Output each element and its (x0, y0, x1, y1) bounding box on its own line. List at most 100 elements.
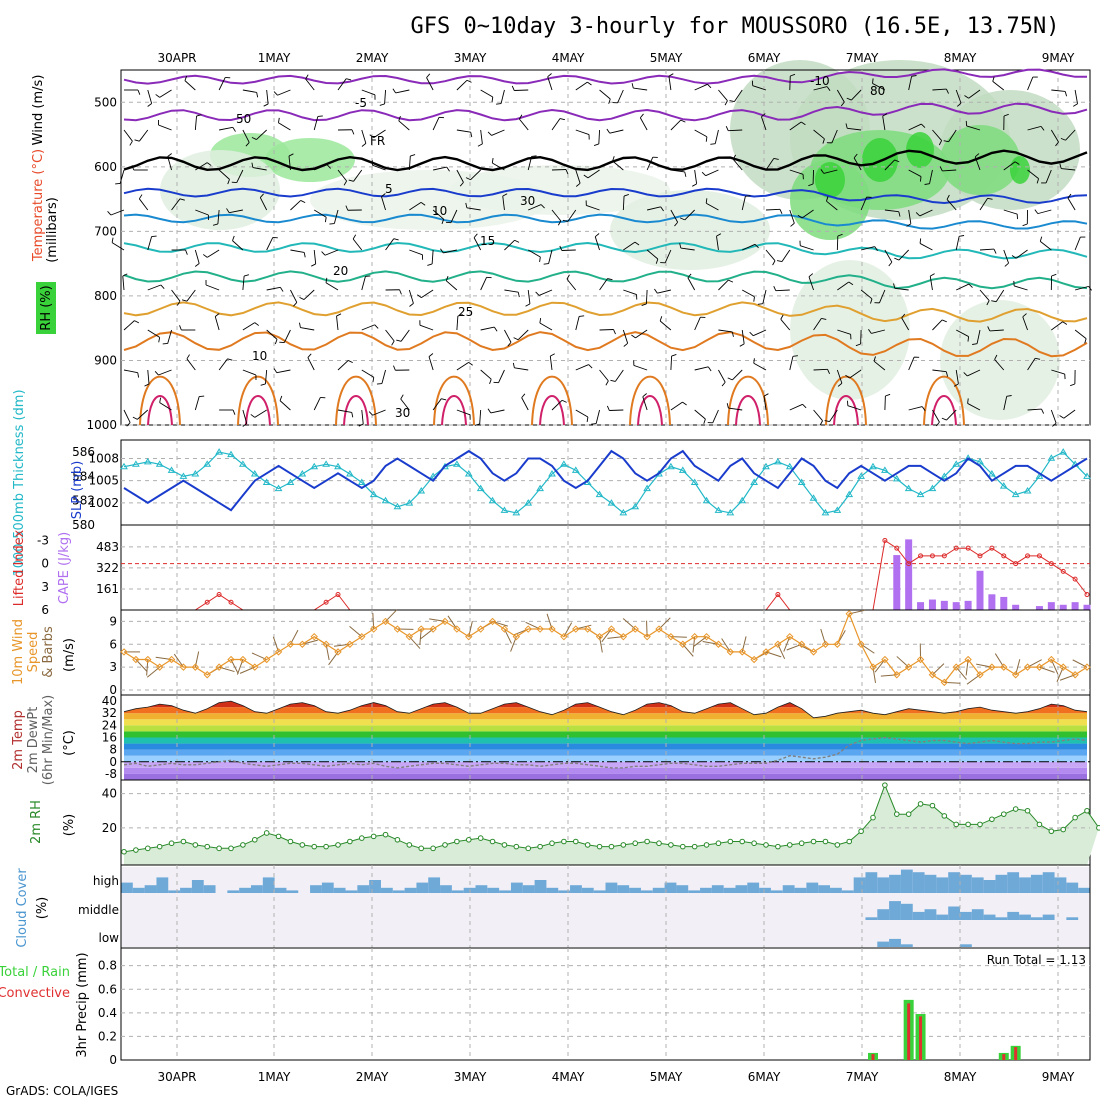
wind-barb-flag (361, 143, 367, 147)
temp-band (124, 737, 1087, 744)
wind-barb-flag (710, 143, 716, 145)
wind-barb (622, 195, 625, 211)
wind-barb-flag (470, 132, 473, 138)
wind-barb (1050, 129, 1059, 143)
wind-barb-flag (631, 334, 636, 339)
wind-barb-flag (465, 202, 468, 208)
wind-point (1011, 671, 1020, 679)
wind-point (453, 625, 461, 633)
wind-point (595, 632, 604, 641)
ylabel-temp-4: (°C) (62, 730, 77, 756)
cloud-cell (1030, 874, 1044, 893)
wind-barb (901, 317, 910, 331)
wind-barb (955, 89, 962, 104)
cloud-clear (700, 893, 713, 920)
wind-barb-flag (466, 79, 472, 83)
wind-point (191, 663, 200, 671)
wind-barb (566, 278, 577, 291)
rh-point (989, 816, 995, 823)
wind-barb-flag (493, 326, 498, 332)
cloud-clear (333, 920, 347, 947)
cloud-clear (380, 920, 394, 947)
ylabel-wind-4: (m/s) (62, 638, 77, 672)
wind10-barb (135, 659, 148, 672)
wind-barb (762, 289, 767, 304)
wind-barb-flag (274, 339, 278, 345)
wind-barb (567, 209, 577, 222)
rh-point (584, 842, 591, 848)
cloud-clear (191, 920, 205, 947)
wind-barb-flag (232, 127, 236, 132)
wind-barb (718, 279, 729, 291)
temp-tick-label: 8 (109, 743, 117, 757)
wind-barb-flag (945, 371, 949, 377)
wind-barb-flag (721, 381, 726, 387)
wind-barb-flag (511, 85, 515, 91)
cloud-cell (948, 872, 961, 893)
wind-barb-flag (1073, 103, 1078, 107)
wind-barb (266, 329, 278, 340)
wind-barb-flag (176, 300, 181, 306)
wind-barb-flag (946, 88, 949, 94)
wind-barb (450, 209, 458, 223)
wind-barb-flag (206, 162, 212, 166)
wind-barb (781, 249, 791, 262)
wind-barb (884, 209, 899, 213)
wind-barb (232, 240, 244, 251)
precip-conv-bar (907, 1003, 911, 1060)
slp-series (123, 449, 1088, 512)
wind-barb-flag (273, 368, 278, 373)
wind-barb (871, 329, 885, 334)
cloud-clear (522, 893, 536, 920)
slp-tick-label: 1005 (88, 474, 119, 488)
cloud-cell (747, 882, 760, 893)
wind-barb (504, 239, 515, 251)
cloud-clear (250, 920, 264, 947)
wind-point (167, 655, 176, 664)
wind10-barb (693, 636, 707, 647)
wind-barb (955, 369, 959, 384)
wind-barb-flag (491, 157, 494, 164)
rh-point (739, 838, 746, 845)
wind-barb-flag (256, 92, 259, 98)
wind-barb (195, 162, 208, 171)
thickness-tick-label: 582 (72, 494, 95, 508)
li-point (1048, 561, 1054, 567)
wind-barb (242, 89, 257, 93)
rh-point (382, 831, 389, 838)
wind-point (845, 610, 853, 618)
wind-barb (882, 116, 886, 131)
wind-barb (288, 156, 291, 171)
wind-barb (728, 129, 743, 132)
wind-barb (352, 238, 363, 251)
cloud-clear (593, 893, 606, 920)
wind-barb (490, 409, 505, 414)
cloud-clear (286, 893, 299, 920)
cloud-clear (983, 920, 996, 947)
cloud-clear (250, 893, 264, 920)
wind-barb (283, 329, 291, 343)
wind-barb (992, 81, 1005, 91)
wind10-barb (622, 618, 636, 630)
cloud-clear (345, 893, 358, 920)
cloud-cover-panel: high middle low (78, 864, 1091, 949)
wind-barb (1027, 125, 1042, 131)
wind-barb (123, 369, 138, 374)
cloud-clear (912, 920, 926, 947)
thickness-point (881, 466, 889, 473)
wind-barb (432, 398, 442, 411)
thickness-point (1023, 487, 1032, 494)
cloud-cell (227, 890, 240, 893)
cloud-clear (534, 893, 547, 920)
cloud-clear (1030, 893, 1044, 920)
wind-barb (502, 196, 505, 211)
rh-point (977, 821, 983, 828)
wind-barb (932, 409, 940, 423)
wind-barb-flag (539, 256, 541, 263)
wind-barb (670, 169, 685, 173)
wind-barb-flag (660, 206, 664, 212)
wind-barb (446, 280, 458, 291)
wind-barb-flag (642, 393, 647, 398)
cloud-clear (404, 920, 417, 947)
cloud-cell (806, 882, 819, 893)
